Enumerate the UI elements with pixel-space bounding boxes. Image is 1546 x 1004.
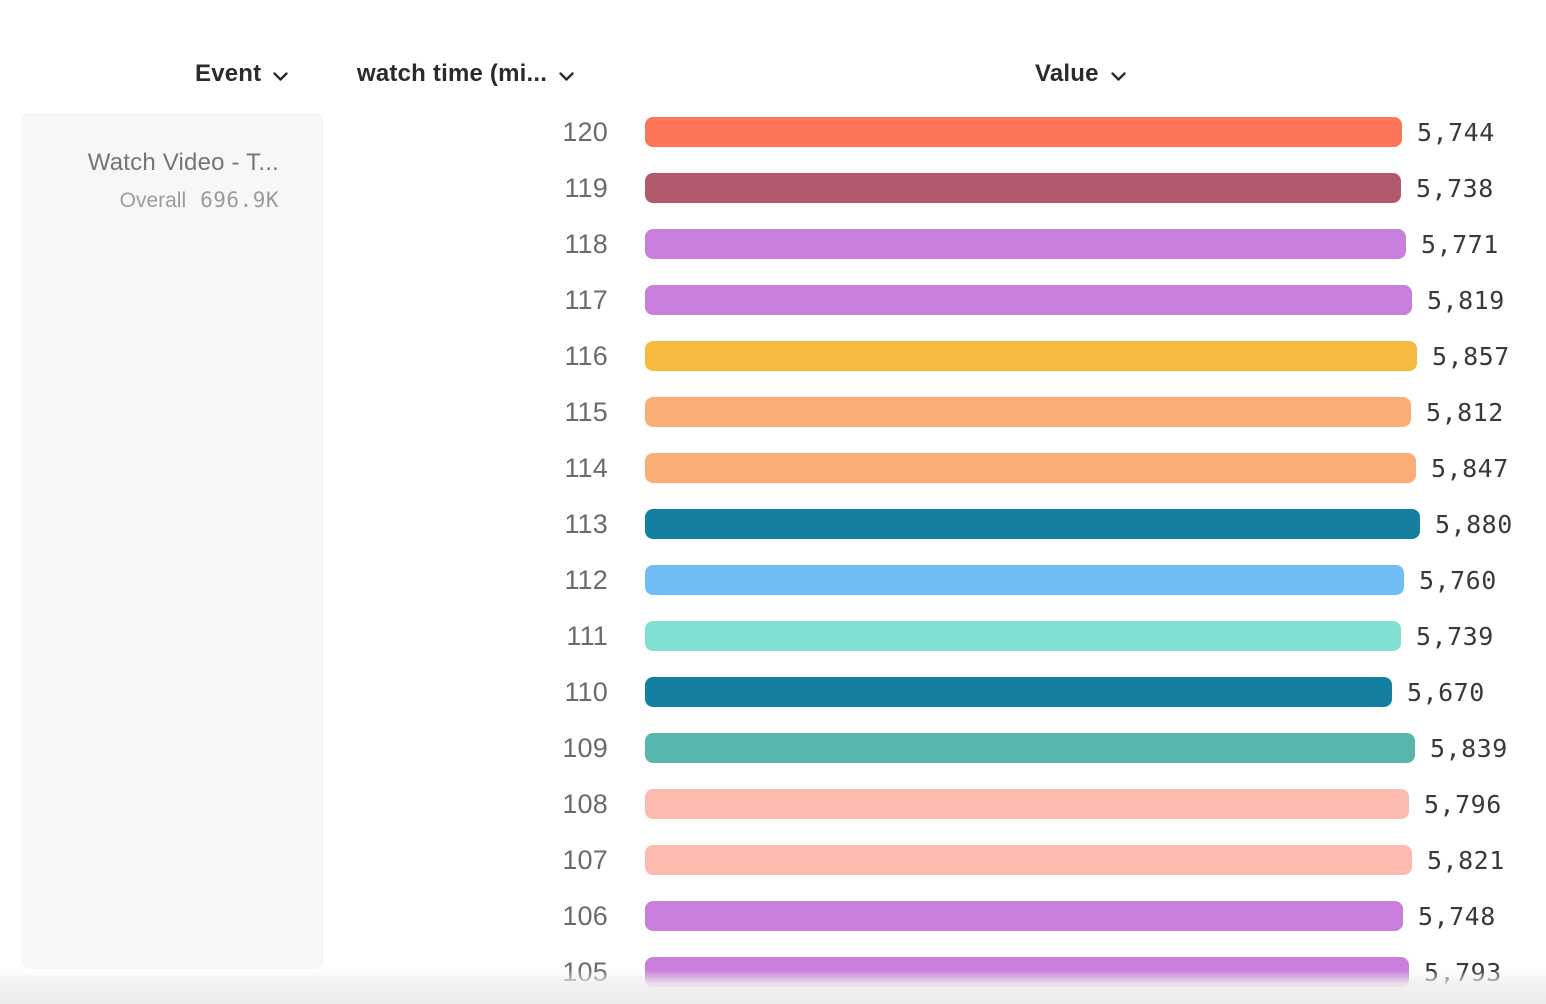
value-bar[interactable]	[645, 901, 1403, 931]
chevron-down-icon	[272, 62, 289, 90]
chart-rows: 120 5,744 119 5,738 118 5,771 117 5,819 116 5,857…	[0, 104, 1546, 1000]
chart-row: 113 5,880	[0, 496, 1546, 552]
value-label: 5,857	[1432, 341, 1510, 371]
value-bar[interactable]	[645, 285, 1412, 315]
value-bar[interactable]	[645, 957, 1409, 987]
chart-row: 106 5,748	[0, 888, 1546, 944]
chart-row: 117 5,819	[0, 272, 1546, 328]
watch-time-tick-label: 116	[564, 340, 608, 371]
overall-value: 696.9K	[200, 188, 279, 212]
watch-time-column-label: watch time (mi...	[357, 60, 548, 87]
watch-time-tick-label: 107	[562, 844, 608, 875]
value-label: 5,744	[1417, 117, 1495, 147]
watch-time-tick-label: 108	[562, 788, 608, 819]
watch-time-tick-label: 119	[564, 172, 608, 203]
watch-time-tick-label: 117	[564, 284, 608, 315]
value-column-label: Value	[1035, 60, 1099, 87]
value-label: 5,738	[1416, 173, 1494, 203]
value-label: 5,880	[1435, 509, 1513, 539]
value-bar[interactable]	[645, 453, 1416, 483]
value-label: 5,748	[1418, 901, 1496, 931]
value-label: 5,793	[1424, 957, 1502, 987]
value-label: 5,812	[1426, 397, 1504, 427]
chart-row: 116 5,857	[0, 328, 1546, 384]
chevron-down-icon	[558, 62, 575, 90]
chart-row: 115 5,812	[0, 384, 1546, 440]
event-column-label: Event	[195, 60, 262, 87]
overall-label: Overall	[119, 189, 187, 212]
value-column-header[interactable]: Value	[1035, 58, 1127, 90]
chart-row: 119 5,738	[0, 160, 1546, 216]
value-bar[interactable]	[645, 341, 1417, 371]
watch-time-tick-label: 118	[564, 228, 608, 259]
chart-row: 110 5,670	[0, 664, 1546, 720]
value-bar[interactable]	[645, 117, 1402, 147]
chart-row: 108 5,796	[0, 776, 1546, 832]
value-label: 5,847	[1431, 453, 1509, 483]
watch-time-tick-label: 109	[562, 732, 608, 763]
event-title: Watch Video - T...	[87, 149, 279, 176]
value-bar[interactable]	[645, 229, 1406, 259]
chart-row: 114 5,847	[0, 440, 1546, 496]
watch-time-tick-label: 115	[564, 396, 608, 427]
value-bar[interactable]	[645, 677, 1392, 707]
value-label: 5,670	[1407, 677, 1485, 707]
value-label: 5,839	[1430, 733, 1508, 763]
value-label: 5,819	[1427, 285, 1505, 315]
event-column-header[interactable]: Event	[195, 58, 289, 90]
watch-time-tick-label: 114	[564, 452, 608, 483]
watch-time-tick-label: 112	[564, 564, 608, 595]
value-bar[interactable]	[645, 733, 1415, 763]
value-bar[interactable]	[645, 565, 1404, 595]
chart-row: 120 5,744	[0, 104, 1546, 160]
value-bar[interactable]	[645, 789, 1409, 819]
chart-row: 105 5,793	[0, 944, 1546, 1000]
value-label: 5,821	[1427, 845, 1505, 875]
watch-time-tick-label: 105	[562, 956, 608, 987]
value-label: 5,796	[1424, 789, 1502, 819]
chart-row: 107 5,821	[0, 832, 1546, 888]
event-overall-row: Overall 696.9K	[120, 188, 279, 213]
value-bar[interactable]	[645, 509, 1420, 539]
watch-time-tick-label: 110	[564, 676, 608, 707]
watch-time-tick-label: 111	[566, 620, 608, 651]
event-card[interactable]: Watch Video - T... Overall 696.9K	[21, 113, 324, 969]
chevron-down-icon	[1110, 62, 1127, 90]
chart-row: 109 5,839	[0, 720, 1546, 776]
chart-row: 112 5,760	[0, 552, 1546, 608]
value-label: 5,760	[1419, 565, 1497, 595]
value-bar[interactable]	[645, 845, 1412, 875]
value-bar[interactable]	[645, 397, 1411, 427]
value-label: 5,771	[1421, 229, 1499, 259]
watch-time-tick-label: 120	[562, 116, 608, 147]
value-bar[interactable]	[645, 173, 1401, 203]
chart-row: 118 5,771	[0, 216, 1546, 272]
watch-time-tick-label: 106	[562, 900, 608, 931]
value-label: 5,739	[1416, 621, 1494, 651]
value-bar[interactable]	[645, 621, 1401, 651]
watch-time-tick-label: 113	[564, 508, 608, 539]
chart-row: 111 5,739	[0, 608, 1546, 664]
watch-time-column-header[interactable]: watch time (mi...	[357, 58, 575, 90]
